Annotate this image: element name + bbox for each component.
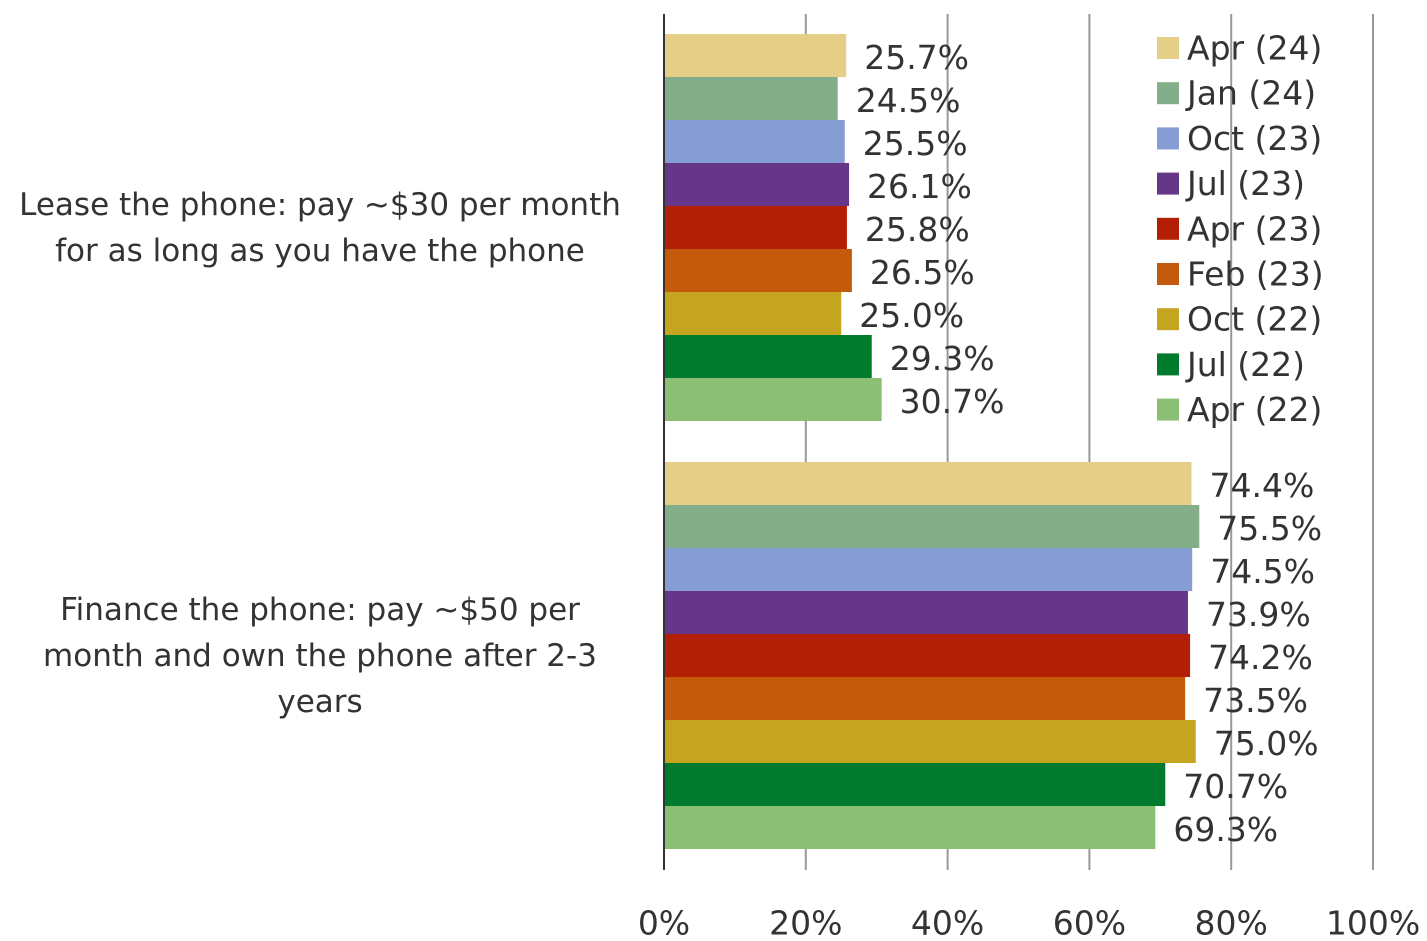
data-label: 25.8% <box>865 210 970 249</box>
data-label: 25.5% <box>863 124 968 163</box>
legend-swatch <box>1157 127 1179 150</box>
bar <box>664 34 847 77</box>
legend-swatch <box>1157 308 1179 331</box>
legend-label: Apr (24) <box>1187 29 1322 68</box>
bar <box>664 206 847 249</box>
data-label: 25.0% <box>859 296 964 335</box>
legend-label: Apr (23) <box>1187 209 1322 248</box>
legend-swatch <box>1157 353 1179 376</box>
data-label: 73.5% <box>1203 681 1308 720</box>
legend-label: Jul (22) <box>1185 345 1305 384</box>
category-label: Finance the phone: pay ~$50 per month an… <box>43 592 597 720</box>
legend-label: Jul (23) <box>1185 164 1305 203</box>
bar <box>664 505 1200 548</box>
bar <box>664 462 1192 505</box>
bar <box>664 763 1166 806</box>
data-label: 73.9% <box>1206 595 1311 634</box>
legend-label: Feb (23) <box>1187 255 1324 294</box>
legend-swatch <box>1157 82 1179 105</box>
category-label: Lease the phone: pay ~$30 per month for … <box>19 187 621 269</box>
legend-swatch <box>1157 172 1179 195</box>
x-tick-label: 40% <box>911 904 984 941</box>
x-tick-label: 60% <box>1053 904 1126 941</box>
bar <box>664 249 852 292</box>
legend-label: Oct (22) <box>1187 300 1322 339</box>
data-label: 74.4% <box>1209 466 1314 505</box>
bar <box>664 806 1156 849</box>
data-label: 26.1% <box>867 167 972 206</box>
data-label: 25.7% <box>864 38 969 77</box>
legend-swatch <box>1157 217 1179 240</box>
data-label: 74.5% <box>1210 552 1315 591</box>
data-label: 26.5% <box>870 253 975 292</box>
bar <box>664 591 1188 634</box>
legend-swatch <box>1157 398 1179 421</box>
bar <box>664 335 872 378</box>
bar <box>664 77 838 120</box>
bar <box>664 720 1196 763</box>
data-label: 75.0% <box>1214 724 1319 763</box>
bar <box>664 677 1186 720</box>
legend-label: Jan (24) <box>1185 74 1316 113</box>
legend-label: Oct (23) <box>1187 119 1322 158</box>
x-tick-label: 0% <box>638 904 690 941</box>
legend-label: Apr (22) <box>1187 390 1322 429</box>
bar <box>664 120 845 163</box>
bar <box>664 292 842 335</box>
data-label: 70.7% <box>1183 767 1288 806</box>
x-tick-label: 80% <box>1195 904 1268 941</box>
data-label: 69.3% <box>1173 810 1278 849</box>
x-tick-label: 100% <box>1326 904 1420 941</box>
data-label: 24.5% <box>856 81 961 120</box>
bar <box>664 634 1191 677</box>
legend-swatch <box>1157 37 1179 59</box>
legend-swatch <box>1157 263 1179 285</box>
bar <box>664 378 882 421</box>
data-label: 75.5% <box>1217 509 1322 548</box>
data-label: 74.2% <box>1208 638 1313 677</box>
data-label: 29.3% <box>890 339 995 378</box>
bar <box>664 548 1193 591</box>
bar <box>664 163 850 206</box>
data-label: 30.7% <box>900 382 1005 421</box>
x-tick-label: 20% <box>769 904 842 941</box>
